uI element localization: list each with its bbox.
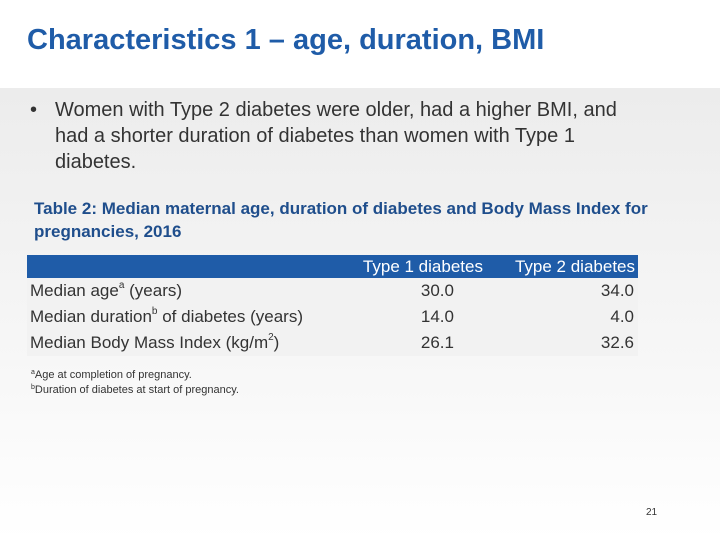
cell-type2: 4.0 xyxy=(610,307,634,326)
cell-type1: 14.0 xyxy=(420,307,454,326)
footnote: aAge at completion of pregnancy. xyxy=(31,369,192,381)
bullet-point: • Women with Type 2 diabetes were older,… xyxy=(30,97,630,175)
table-row: Median agea (years) 30.0 34.0 xyxy=(27,278,638,304)
row-label: Median agea (years) xyxy=(30,280,183,301)
footnote: bDuration of diabetes at start of pregna… xyxy=(31,384,239,396)
title-bar: Characteristics 1 – age, duration, BMI xyxy=(0,0,720,88)
header-cell-type1: Type 1 diabetes xyxy=(362,256,483,276)
slide-title: Characteristics 1 – age, duration, BMI xyxy=(27,24,545,56)
data-table: Type 1 diabetes Type 2 diabetes Median a… xyxy=(27,255,638,356)
cell-type1: 26.1 xyxy=(420,333,454,352)
table-header-row: Type 1 diabetes Type 2 diabetes xyxy=(27,255,638,278)
cell-type2: 34.0 xyxy=(600,281,634,300)
header-cell-label xyxy=(27,255,336,278)
cell-type2: 32.6 xyxy=(600,333,634,352)
footnotes: aAge at completion of pregnancy. bDurati… xyxy=(31,368,239,398)
bullet-text: Women with Type 2 diabetes were older, h… xyxy=(55,99,617,173)
table-row: Median Body Mass Index (kg/m2) 26.1 32.6 xyxy=(27,330,638,356)
page-number: 21 xyxy=(646,507,658,518)
table-row: Median durationb of diabetes (years) 14.… xyxy=(27,304,638,330)
header-cell-type2: Type 2 diabetes xyxy=(514,256,635,276)
bullet-marker: • xyxy=(30,99,38,121)
row-label: Median Body Mass Index (kg/m2) xyxy=(30,332,280,353)
table-caption: Table 2: Median maternal age, duration o… xyxy=(34,199,648,241)
cell-type1: 30.0 xyxy=(420,281,454,300)
row-label: Median durationb of diabetes (years) xyxy=(30,306,303,327)
